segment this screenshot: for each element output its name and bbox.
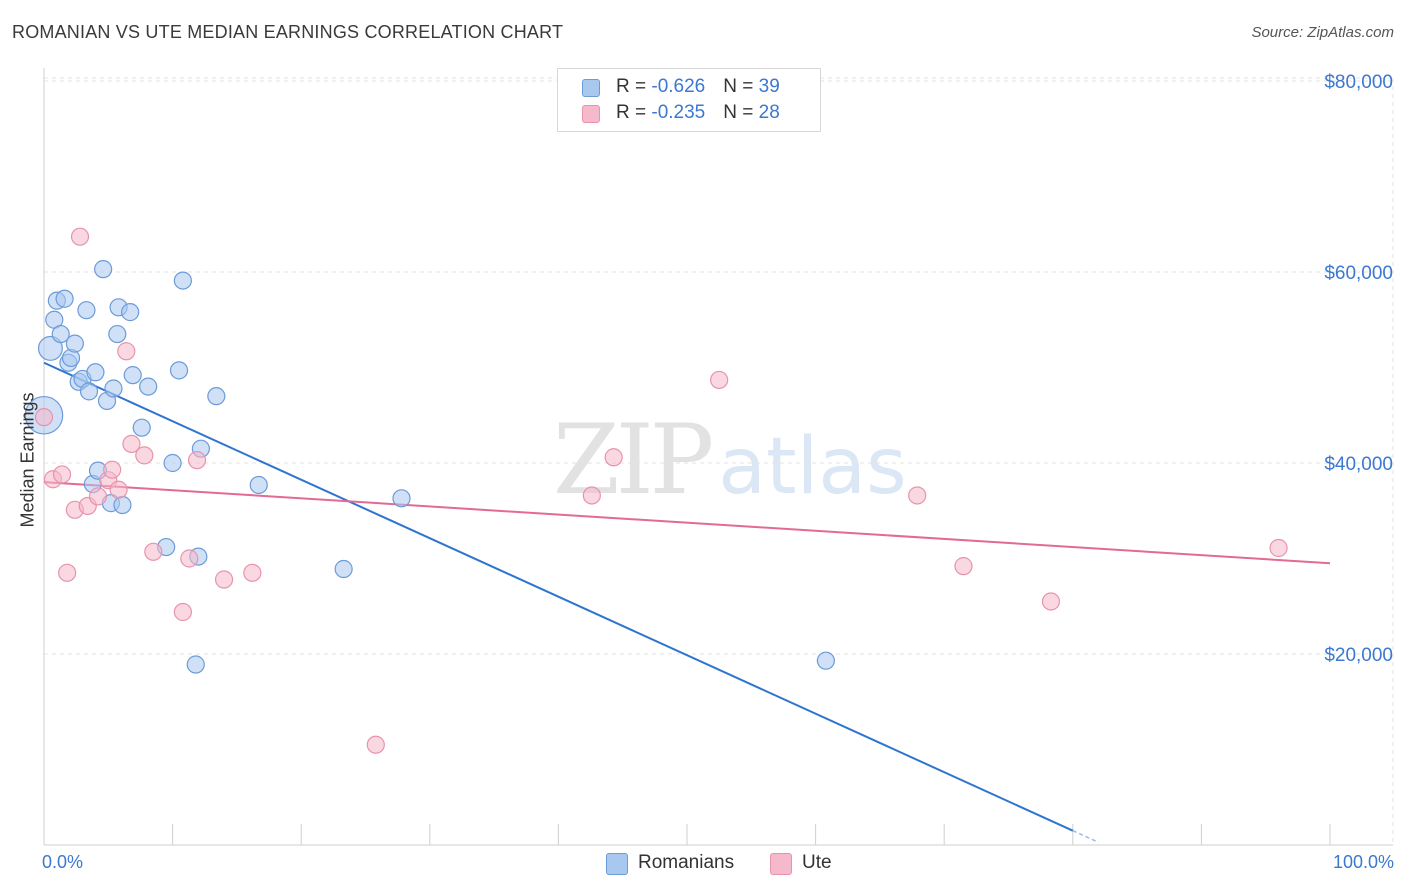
romanians-point <box>113 495 132 515</box>
romanians-point <box>79 382 99 401</box>
ute-point <box>135 446 154 465</box>
romanians-point <box>132 418 151 437</box>
ute-legend-label: Ute <box>802 852 832 873</box>
r-label: R = <box>616 102 652 123</box>
ute-point <box>70 227 90 246</box>
ute-point <box>908 486 927 505</box>
romanians-point <box>169 361 189 380</box>
romanians-point <box>173 271 192 290</box>
romanians-point <box>123 366 142 385</box>
ute-point <box>710 370 729 390</box>
grid-lines <box>44 77 1394 845</box>
ute-points <box>34 227 1288 754</box>
romanians-point <box>104 379 123 398</box>
romanians-point <box>334 559 353 579</box>
ute-point <box>180 549 199 568</box>
romanians-trend-extension <box>1072 829 1099 844</box>
ute-point <box>109 480 128 499</box>
y-tick-label: $60,000 <box>1324 263 1393 284</box>
romanians-trend-line <box>43 361 1074 832</box>
trend-lines <box>43 361 1331 844</box>
romanians-point <box>86 363 105 382</box>
ute-point <box>243 563 262 582</box>
ute-point <box>58 563 77 582</box>
y-tick-label: $80,000 <box>1324 72 1393 93</box>
ute-swatch <box>582 105 600 123</box>
ute-swatch <box>770 853 792 875</box>
romanians-point <box>207 387 226 406</box>
romanians-point <box>51 324 70 344</box>
n-value: 28 <box>758 102 780 123</box>
y-tick-label: $40,000 <box>1324 454 1393 475</box>
x-tick-label-min: 0.0% <box>42 852 84 872</box>
ute-point <box>103 460 122 479</box>
ute-trend-line <box>43 481 1331 565</box>
n-label: N = <box>723 102 759 123</box>
ute-point <box>582 486 601 505</box>
ute-point <box>1269 538 1288 558</box>
romanians-point <box>37 335 63 361</box>
r-label: R = <box>616 76 652 97</box>
romanians-point <box>392 489 411 508</box>
r-value: -0.626 <box>651 76 706 97</box>
romanians-legend-label: Romanians <box>638 852 735 873</box>
x-tick-label-max: 100.0% <box>1332 852 1394 872</box>
legend-stats-romanians: R = -0.626 N = 39 <box>616 76 780 98</box>
r-value: -0.235 <box>651 102 706 123</box>
n-label: N = <box>723 76 759 97</box>
ute-point <box>122 434 141 453</box>
romanians-point <box>77 301 96 320</box>
romanians-point <box>108 324 127 344</box>
ute-point <box>1041 592 1061 611</box>
romanians-point <box>55 289 74 308</box>
ute-point <box>187 451 207 470</box>
romanians-point <box>65 334 84 353</box>
ute-point <box>173 602 192 622</box>
ute-point <box>954 557 973 576</box>
correlation-legend: R = -0.626 N = 39 R = -0.235 N = 28 <box>557 68 821 132</box>
ute-point <box>214 570 234 589</box>
chart-title: ROMANIAN VS UTE MEDIAN EARNINGS CORRELAT… <box>12 22 564 42</box>
romanians-point <box>121 303 140 322</box>
romanians-swatch <box>582 79 600 97</box>
source-credit: Source: ZipAtlas.com <box>1251 24 1394 41</box>
ute-point <box>52 465 72 484</box>
y-tick-labels: $20,000 $40,000 $60,000 $80,000 <box>1324 72 1393 666</box>
n-value: 39 <box>758 76 780 97</box>
ute-point <box>117 342 136 361</box>
romanians-point <box>139 377 158 396</box>
romanians-point <box>186 655 205 674</box>
ute-point <box>604 448 623 467</box>
romanians-point <box>94 260 113 279</box>
romanians-points <box>24 260 835 674</box>
ute-point <box>366 735 385 754</box>
romanians-point <box>163 453 182 473</box>
y-tick-label: $20,000 <box>1324 645 1393 666</box>
romanians-swatch <box>606 853 628 875</box>
axes <box>43 68 1393 846</box>
romanians-point <box>816 651 835 670</box>
legend-stats-ute: R = -0.235 N = 28 <box>616 102 780 124</box>
ute-point <box>88 487 108 506</box>
ute-point <box>34 408 54 427</box>
romanians-point <box>249 475 268 495</box>
ute-point <box>144 542 163 561</box>
y-axis-label: Median Earnings <box>17 392 38 528</box>
